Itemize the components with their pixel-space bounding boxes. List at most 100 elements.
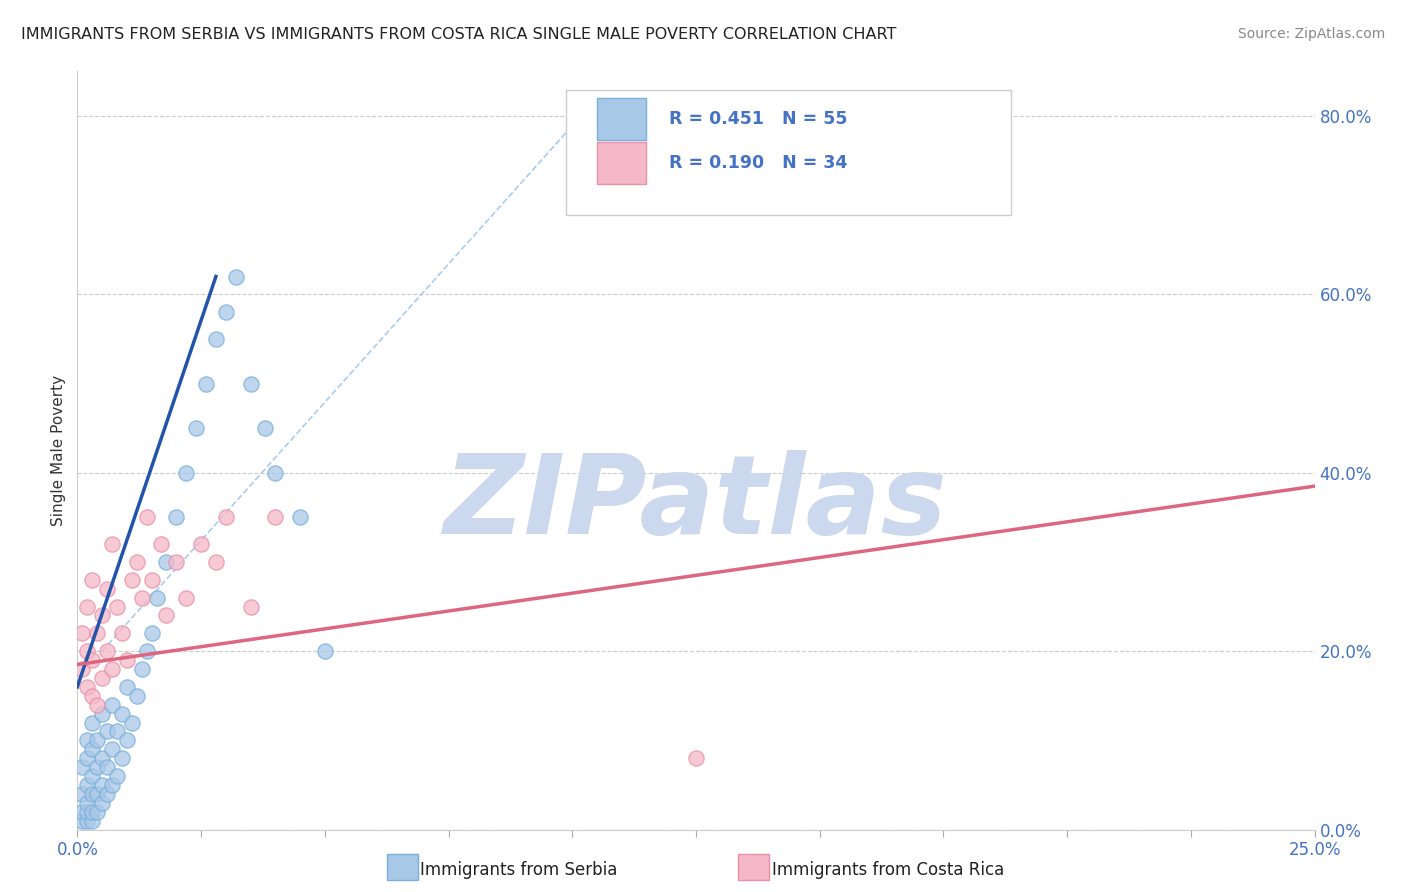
Point xyxy=(86,760,108,774)
Point xyxy=(76,680,98,694)
Point xyxy=(72,760,94,774)
Point xyxy=(96,724,118,739)
Point xyxy=(96,787,118,801)
Point xyxy=(264,466,287,480)
Point xyxy=(121,715,143,730)
FancyBboxPatch shape xyxy=(598,142,647,184)
Point xyxy=(76,778,98,792)
Point xyxy=(155,608,177,623)
Point xyxy=(115,653,138,667)
Point xyxy=(76,796,98,810)
Point xyxy=(96,644,118,658)
Point xyxy=(111,706,134,721)
Point xyxy=(76,814,98,828)
Point xyxy=(76,599,98,614)
Point xyxy=(131,662,153,676)
Point xyxy=(91,778,114,792)
Point xyxy=(125,555,148,569)
Y-axis label: Single Male Poverty: Single Male Poverty xyxy=(51,375,66,526)
Point xyxy=(101,698,124,712)
Text: Immigrants from Costa Rica: Immigrants from Costa Rica xyxy=(772,861,1004,879)
Point xyxy=(205,555,228,569)
Text: IMMIGRANTS FROM SERBIA VS IMMIGRANTS FROM COSTA RICA SINGLE MALE POVERTY CORRELA: IMMIGRANTS FROM SERBIA VS IMMIGRANTS FRO… xyxy=(21,27,897,42)
Point xyxy=(141,626,163,640)
Point xyxy=(86,733,108,747)
Point xyxy=(165,510,187,524)
Point xyxy=(135,644,157,658)
Point xyxy=(82,689,104,703)
Point xyxy=(239,376,262,391)
Point xyxy=(105,599,128,614)
Point xyxy=(101,537,124,551)
Point xyxy=(86,626,108,640)
Text: R = 0.451   N = 55: R = 0.451 N = 55 xyxy=(669,110,848,128)
Point xyxy=(111,751,134,765)
Point xyxy=(76,733,98,747)
Text: Immigrants from Serbia: Immigrants from Serbia xyxy=(420,861,617,879)
Point xyxy=(82,573,104,587)
Point xyxy=(190,537,212,551)
Point xyxy=(101,742,124,756)
Point xyxy=(72,805,94,819)
Point xyxy=(76,751,98,765)
Point xyxy=(72,626,94,640)
Point xyxy=(239,599,262,614)
Point xyxy=(145,591,167,605)
Point xyxy=(121,573,143,587)
Point xyxy=(82,742,104,756)
Point xyxy=(82,715,104,730)
Point xyxy=(82,814,104,828)
Point xyxy=(111,626,134,640)
Point xyxy=(86,805,108,819)
Point xyxy=(254,421,277,435)
FancyBboxPatch shape xyxy=(598,98,647,140)
Text: R = 0.190   N = 34: R = 0.190 N = 34 xyxy=(669,153,848,172)
Point xyxy=(155,555,177,569)
Point xyxy=(91,706,114,721)
Point xyxy=(225,269,247,284)
Point xyxy=(215,305,238,319)
Point xyxy=(174,466,197,480)
Point xyxy=(105,724,128,739)
Point xyxy=(76,644,98,658)
Point xyxy=(91,671,114,685)
Point xyxy=(72,662,94,676)
Point xyxy=(125,689,148,703)
Point xyxy=(105,769,128,783)
Point xyxy=(86,698,108,712)
Point xyxy=(314,644,336,658)
Point xyxy=(82,769,104,783)
Point xyxy=(91,608,114,623)
Point xyxy=(96,760,118,774)
Point xyxy=(135,510,157,524)
Point xyxy=(141,573,163,587)
Point xyxy=(264,510,287,524)
Point xyxy=(91,796,114,810)
Point xyxy=(101,662,124,676)
Point xyxy=(72,814,94,828)
Point xyxy=(82,805,104,819)
Point xyxy=(101,778,124,792)
Text: Source: ZipAtlas.com: Source: ZipAtlas.com xyxy=(1237,27,1385,41)
Point xyxy=(174,591,197,605)
Point xyxy=(184,421,207,435)
Point xyxy=(91,751,114,765)
Point xyxy=(115,733,138,747)
Point xyxy=(72,787,94,801)
Point xyxy=(82,787,104,801)
Point xyxy=(215,510,238,524)
Point xyxy=(76,805,98,819)
Point xyxy=(115,680,138,694)
Point xyxy=(131,591,153,605)
Point xyxy=(195,376,218,391)
Point xyxy=(150,537,173,551)
Point xyxy=(82,653,104,667)
FancyBboxPatch shape xyxy=(567,90,1011,216)
Point xyxy=(86,787,108,801)
Point xyxy=(205,332,228,346)
Point xyxy=(96,582,118,596)
Point xyxy=(165,555,187,569)
Point xyxy=(288,510,311,524)
Text: ZIPatlas: ZIPatlas xyxy=(444,450,948,557)
Point xyxy=(685,751,707,765)
